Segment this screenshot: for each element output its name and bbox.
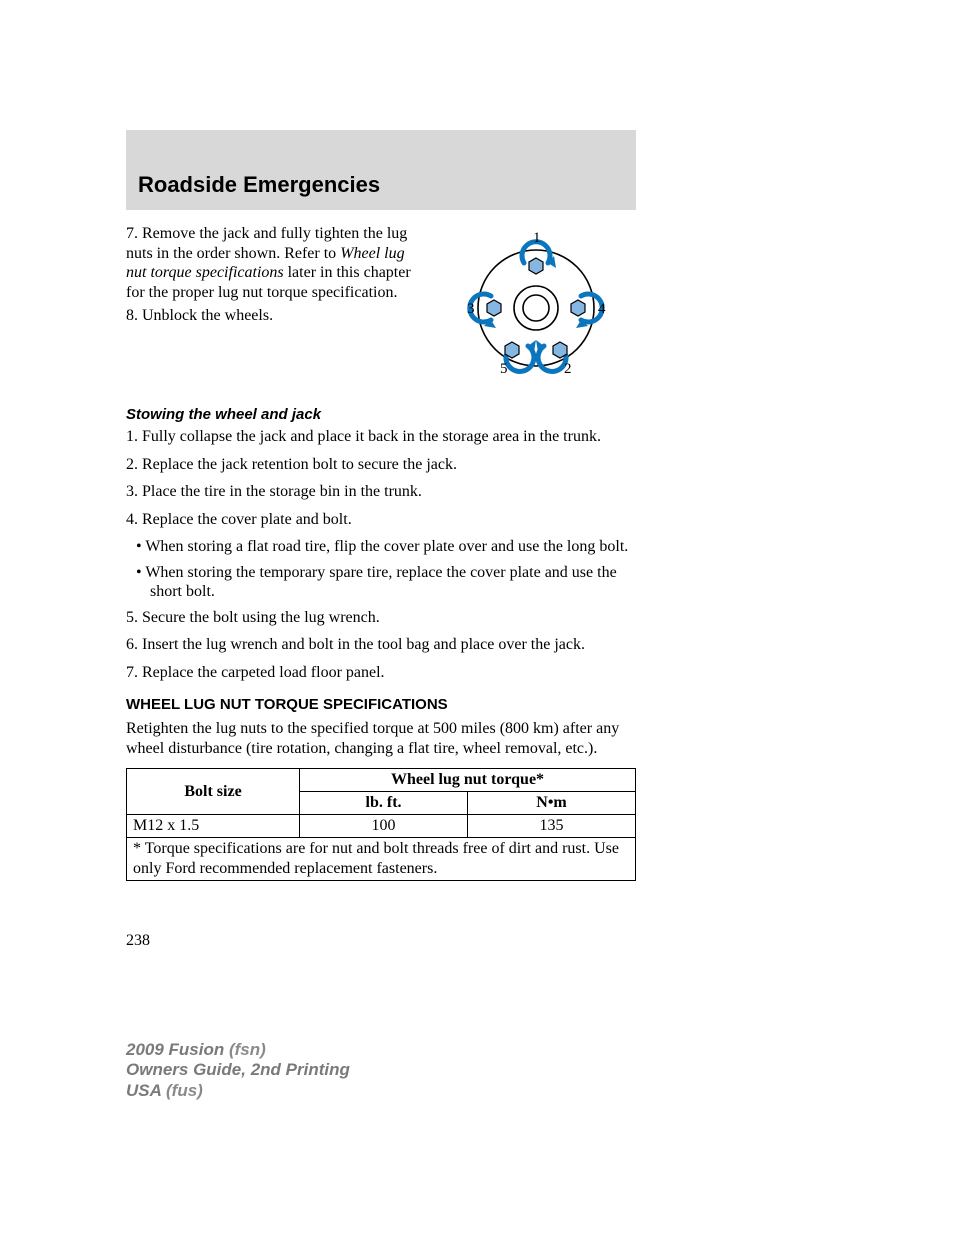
col-lbft: lb. ft.	[300, 792, 468, 815]
col-bolt-size: Bolt size	[127, 769, 300, 815]
footer: 2009 Fusion (fsn) Owners Guide, 2nd Prin…	[126, 1040, 350, 1101]
footer-code2: (fus)	[166, 1081, 203, 1100]
table-row: * Torque specifications are for nut and …	[127, 838, 636, 881]
stow-step6: 6. Insert the lug wrench and bolt in the…	[126, 635, 636, 655]
footer-line1: 2009 Fusion (fsn)	[126, 1040, 350, 1060]
page-content: 7. Remove the jack and fully tighten the…	[126, 224, 636, 881]
step7-text: 7. Remove the jack and fully tighten the…	[126, 224, 418, 378]
stow-bullet2: When storing the temporary spare tire, r…	[126, 563, 636, 602]
stow-bullet1: When storing a flat road tire, flip the …	[126, 537, 636, 557]
page-number: 238	[126, 932, 150, 950]
footer-line3: USA (fus)	[126, 1081, 350, 1101]
table-row: Bolt size Wheel lug nut torque*	[127, 769, 636, 792]
stow-step3: 3. Place the tire in the storage bin in …	[126, 482, 636, 502]
diagram-label-4: 4	[598, 301, 606, 317]
cell-lbft: 100	[300, 815, 468, 838]
page-title: Roadside Emergencies	[138, 172, 636, 198]
diagram-label-1: 1	[533, 230, 541, 246]
table-row: M12 x 1.5 100 135	[127, 815, 636, 838]
page-header: Roadside Emergencies	[126, 130, 636, 210]
stow-step2: 2. Replace the jack retention bolt to se…	[126, 455, 636, 475]
lug-nut-order-diagram: 1 4 2 5 3	[436, 228, 636, 378]
diagram-label-5: 5	[500, 361, 508, 377]
spec-intro: Retighten the lug nuts to the specified …	[126, 719, 636, 758]
stow-step7: 7. Replace the carpeted load floor panel…	[126, 663, 636, 683]
footer-line2: Owners Guide, 2nd Printing	[126, 1060, 350, 1080]
col-torque: Wheel lug nut torque*	[300, 769, 636, 792]
stow-step4: 4. Replace the cover plate and bolt.	[126, 510, 636, 530]
spec-heading: WHEEL LUG NUT TORQUE SPECIFICATIONS	[126, 696, 636, 713]
cell-bolt: M12 x 1.5	[127, 815, 300, 838]
subsection-title: Stowing the wheel and jack	[126, 406, 636, 423]
table-footnote: * Torque specifications are for nut and …	[127, 838, 636, 881]
step8-paragraph: 8. Unblock the wheels.	[126, 306, 418, 326]
step7-paragraph: 7. Remove the jack and fully tighten the…	[126, 224, 418, 302]
torque-table: Bolt size Wheel lug nut torque* lb. ft. …	[126, 768, 636, 881]
footer-region: USA	[126, 1081, 166, 1100]
step7-row: 7. Remove the jack and fully tighten the…	[126, 224, 636, 378]
stow-step5: 5. Secure the bolt using the lug wrench.	[126, 608, 636, 628]
cell-nm: 135	[468, 815, 636, 838]
diagram-label-3: 3	[467, 301, 475, 317]
diagram-label-2: 2	[564, 361, 572, 377]
stow-step1: 1. Fully collapse the jack and place it …	[126, 427, 636, 447]
col-nm: N•m	[468, 792, 636, 815]
footer-model: 2009 Fusion	[126, 1040, 229, 1059]
footer-code1: (fsn)	[229, 1040, 266, 1059]
